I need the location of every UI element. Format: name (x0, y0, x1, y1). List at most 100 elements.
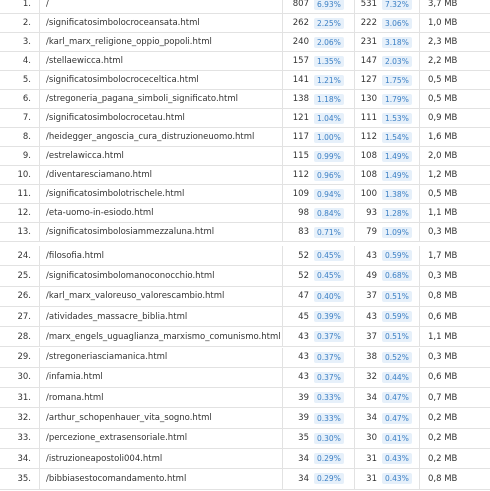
size: 1,2 MB (428, 170, 458, 180)
unique-cell: 30 0.41% (355, 428, 420, 448)
visits-count: 262 (292, 18, 309, 28)
unique-count: 37 (366, 291, 377, 302)
visits-cell: 52 0.45% (283, 246, 355, 266)
page-path: /diventaresciamano.html (46, 170, 153, 180)
index-cell: 5. (0, 71, 40, 89)
table-row: 32. /arthur_schopenhauer_vita_sogno.html 3… (0, 408, 490, 429)
size: 0,2 MB (428, 413, 458, 424)
path-cell: /stregoneria_pagana_simboli_significato.… (40, 90, 283, 108)
visits-percent: 0.30% (314, 432, 344, 444)
visits-percent: 0.84% (314, 207, 344, 219)
unique-percent: 0.43% (382, 473, 412, 485)
row-index: 25. (17, 270, 31, 281)
unique-cell: 127 1.75% (355, 71, 420, 89)
size-cell: 1,6 MB (420, 128, 490, 146)
table-row: 4. /stellaewicca.html 157 1.35% 147 2.03% 2,2 … (0, 52, 490, 71)
size: 0,3 MB (428, 352, 458, 363)
visits-cell: 141 1.21% (283, 71, 355, 89)
size-cell: 0,5 MB (420, 71, 490, 89)
visits-percent: 1.35% (314, 55, 344, 67)
visits-cell: 109 0.94% (283, 185, 355, 203)
size: 0,8 MB (428, 291, 458, 302)
path-cell: /stellaewicca.html (40, 52, 283, 70)
unique-cell: 222 3.06% (355, 14, 420, 32)
row-index: 11. (17, 189, 31, 199)
page-path: /arthur_schopenhauer_vita_sogno.html (46, 413, 212, 424)
size-cell: 1,1 MB (420, 204, 490, 222)
visits-count: 43 (298, 331, 309, 342)
index-cell: 28. (0, 327, 40, 347)
size: 2,3 MB (428, 37, 458, 47)
index-cell: 26. (0, 286, 40, 306)
visits-percent: 0.96% (314, 169, 344, 181)
unique-percent: 1.54% (382, 131, 412, 143)
visits-percent: 0.37% (314, 331, 344, 343)
unique-percent: 0.41% (382, 432, 412, 444)
unique-count: 79 (366, 227, 377, 237)
unique-percent: 1.75% (382, 74, 412, 86)
unique-count: 49 (366, 270, 377, 281)
unique-count: 43 (366, 311, 377, 322)
size-cell: 1,1 MB (420, 327, 490, 346)
unique-count: 34 (366, 392, 377, 403)
size-cell: 0,6 MB (420, 368, 490, 387)
unique-count: 231 (360, 37, 377, 47)
path-cell: /stregoneriasciamanica.html (40, 347, 283, 367)
index-cell: 4. (0, 52, 40, 70)
visits-cell: 240 2.06% (283, 33, 355, 51)
table-row: 31. /romana.html 39 0.33% 34 0.47% 0,7 MB (0, 388, 490, 409)
row-index: 7. (22, 113, 31, 123)
index-cell: 34. (0, 449, 40, 469)
row-index: 33. (17, 433, 31, 444)
table-row: 26. /karl_marx_valoreuso_valorescambio.ht… (0, 286, 490, 307)
size: 0,7 MB (428, 392, 458, 403)
unique-cell: 34 0.47% (355, 408, 420, 428)
unique-percent: 1.09% (382, 226, 412, 238)
unique-percent: 1.49% (382, 150, 412, 162)
visits-count: 43 (298, 372, 309, 383)
unique-count: 100 (360, 189, 377, 199)
page-path: / (46, 0, 49, 9)
row-index: 31. (17, 392, 31, 403)
visits-count: 115 (292, 151, 309, 161)
path-cell: /infamia.html (40, 367, 283, 388)
index-cell: 11. (0, 185, 40, 203)
unique-cell: 34 0.47% (355, 388, 420, 408)
table-row: 35./bibbiasestocomandamento.html 34 0.29% 3… (0, 469, 490, 490)
size-cell: 0,6 MB (420, 307, 490, 326)
index-cell: 8. (0, 128, 40, 146)
unique-count: 43 (366, 250, 377, 261)
unique-cell: 43 0.59% (355, 306, 420, 327)
visits-percent: 0.37% (314, 351, 344, 363)
visits-count: 157 (292, 56, 309, 66)
size-cell: 2,3 MB (420, 33, 490, 51)
size: 0,9 MB (428, 113, 458, 123)
page-path: /significatosimbolocrocetau.html (46, 113, 185, 123)
visits-cell: 262 2.25% (283, 14, 355, 32)
unique-count: 37 (366, 331, 377, 342)
page-path: /significatosimbolosiammezzaluna.html (46, 227, 215, 237)
unique-percent: 0.44% (382, 371, 412, 383)
table-row: 10. /diventaresciamano.html 112 0.96% 108 1.4… (0, 166, 490, 185)
visits-count: 35 (298, 433, 309, 444)
row-index: 13. (17, 227, 31, 237)
row-index: 28. (17, 331, 31, 342)
visits-cell: 34 0.29% (283, 449, 355, 469)
unique-count: 127 (360, 75, 377, 85)
unique-count: 130 (360, 94, 377, 104)
index-cell: 12. (0, 204, 40, 222)
visits-count: 141 (292, 75, 309, 85)
table-row: 24. /filosofia.html 52 0.45% 43 0.59% 1,7 MB (0, 246, 490, 267)
unique-percent: 1.49% (382, 169, 412, 181)
page-path: /stellaewicca.html (46, 56, 123, 66)
visits-percent: 0.71% (314, 226, 344, 238)
size-cell: 1,7 MB (420, 246, 490, 265)
size-cell: 2,2 MB (420, 52, 490, 70)
unique-count: 112 (360, 132, 377, 142)
visits-count: 39 (298, 413, 309, 424)
visits-percent: 1.00% (314, 131, 344, 143)
size-cell: 1,0 MB (420, 14, 490, 32)
unique-count: 147 (360, 56, 377, 66)
row-index: 12. (17, 208, 31, 218)
index-cell: 30. (0, 367, 40, 388)
